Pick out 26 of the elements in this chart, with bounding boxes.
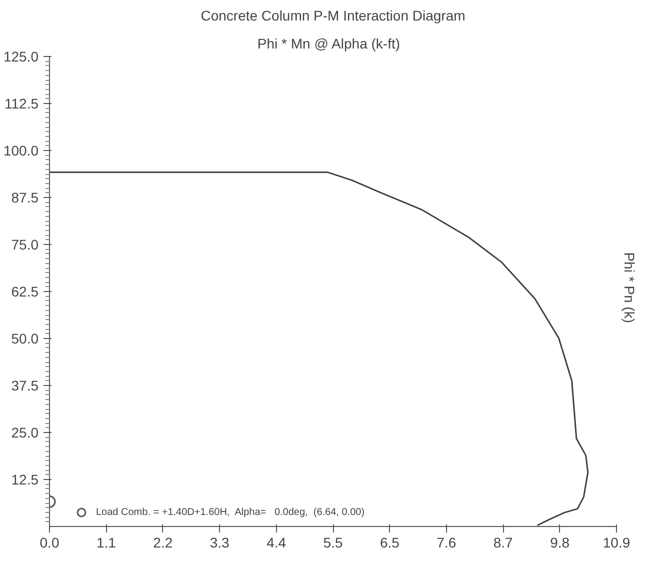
legend-label: Load Comb. = +1.40D+1.60H, Alpha= 0.0deg, (6.64, 0.00) bbox=[96, 506, 365, 518]
x-tick-label: 8.7 bbox=[493, 534, 514, 550]
x-tick-label: 10.9 bbox=[602, 534, 630, 550]
line-series bbox=[50, 172, 589, 526]
x-tick-label: 4.4 bbox=[266, 534, 286, 550]
y-tick-label: 25.0 bbox=[11, 424, 39, 440]
x-tick-label: 5.5 bbox=[323, 534, 343, 550]
x-axis-title: Phi * Mn @ Alpha (k-ft) bbox=[257, 36, 400, 52]
y-tick-label: 75.0 bbox=[11, 236, 39, 252]
y-tick-label: 112.5 bbox=[4, 96, 39, 112]
y-tick-label: 37.5 bbox=[11, 378, 39, 394]
x-tick-label: 0.0 bbox=[40, 534, 60, 550]
y-tick-label: 62.5 bbox=[11, 284, 39, 300]
y-tick-label: 87.5 bbox=[11, 190, 39, 206]
y-axis-title: Phi * Pn (k) bbox=[622, 252, 638, 324]
chart-title: Concrete Column P-M Interaction Diagram bbox=[200, 8, 466, 24]
y-tick-label: 125.0 bbox=[3, 48, 39, 64]
x-tick-label: 1.1 bbox=[96, 534, 116, 550]
y-tick-label: 50.0 bbox=[11, 330, 39, 346]
x-tick-label: 7.6 bbox=[436, 534, 456, 550]
x-tick-label: 9.8 bbox=[550, 534, 570, 550]
x-tick-label: 3.3 bbox=[210, 534, 230, 550]
x-tick-label: 2.2 bbox=[153, 534, 173, 550]
y-tick-label: 100.0 bbox=[3, 142, 39, 158]
x-tick-label: 6.5 bbox=[380, 534, 400, 550]
y-tick-label: 12.5 bbox=[11, 472, 39, 488]
